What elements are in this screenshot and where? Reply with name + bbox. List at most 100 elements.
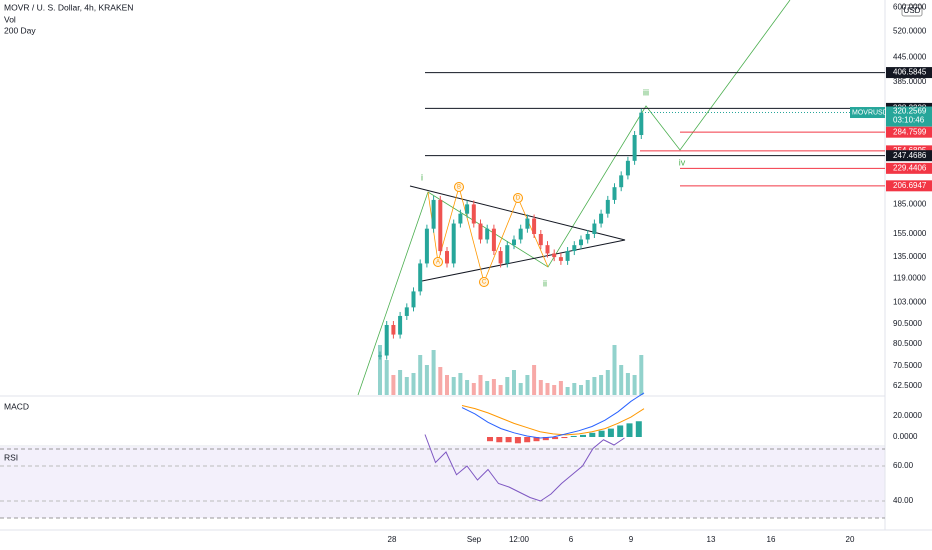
macd-histogram: [533, 437, 540, 442]
last-price-label: 320.2569: [893, 107, 927, 116]
candle: [579, 239, 583, 246]
time-label: 6: [569, 535, 574, 544]
candle: [592, 223, 597, 234]
macd-histogram: [626, 423, 633, 437]
volume-bar: [512, 370, 516, 395]
volume-bar: [592, 377, 597, 395]
candle: [404, 307, 409, 316]
candle: [612, 187, 617, 200]
volume-bar: [391, 375, 396, 395]
macd-tick-label: 20.0000: [893, 411, 922, 420]
price-tick-label: 520.0000: [893, 26, 927, 35]
volume-bar: [471, 383, 476, 395]
macd-histogram: [552, 437, 559, 440]
wave-label: C: [482, 280, 487, 286]
macd-histogram: [580, 434, 586, 437]
candle: [605, 199, 610, 214]
volume-bar: [465, 380, 470, 395]
candle: [572, 245, 577, 252]
candle: [478, 223, 483, 240]
candle: [438, 199, 443, 252]
volume-bar: [625, 373, 630, 395]
time-label: 12:00: [509, 535, 530, 544]
volume-bar: [585, 380, 590, 395]
macd-histogram: [505, 437, 512, 443]
price-level-box: [886, 180, 932, 192]
countdown: 03:10:46: [893, 116, 925, 125]
symbol-box: [850, 107, 885, 119]
wave-label: D: [516, 196, 521, 202]
price-level-box: [886, 162, 932, 174]
price-level-label: 406.5845: [893, 68, 927, 77]
price-level-label: 229.4406: [893, 163, 927, 172]
candle: [538, 234, 543, 246]
volume-bar: [418, 355, 423, 395]
volume-bar: [619, 365, 624, 395]
candle: [451, 223, 456, 264]
volume-bar: [558, 381, 563, 395]
candle: [525, 218, 530, 229]
price-tick-label: 155.0000: [893, 229, 927, 238]
indicator: 200 Day: [4, 25, 36, 35]
volume-bar: [458, 373, 463, 395]
rsi-background: [0, 447, 885, 518]
volume-bar: [572, 383, 577, 395]
macd-histogram: [589, 432, 596, 437]
wave-label: iii: [643, 87, 649, 97]
volume-bar: [451, 377, 456, 395]
volume-bar: [632, 375, 637, 395]
price-level-label: 284.7599: [893, 127, 927, 136]
price-tick-label: 600.0000: [893, 3, 927, 12]
candle: [639, 112, 644, 136]
volume-bar: [398, 370, 403, 395]
candle: [558, 257, 563, 261]
volume-bar: [599, 375, 604, 395]
wave-marker: [433, 257, 443, 267]
time-label: 20: [846, 535, 855, 544]
candle: [632, 135, 637, 161]
macd-histogram: [635, 421, 642, 437]
macd-histogram: [617, 425, 624, 437]
time-label: Sep: [467, 535, 482, 544]
macd-line: [461, 392, 645, 439]
currency[interactable]: USD: [904, 6, 921, 15]
price-tick-label: 62.5000: [893, 381, 922, 390]
candle: [465, 204, 470, 214]
rsi-tick-label: 60.00: [893, 461, 914, 470]
candle: [565, 251, 570, 261]
candle: [391, 325, 396, 335]
volume-bar: [579, 385, 583, 395]
candle: [505, 245, 510, 264]
time-label: 9: [629, 535, 634, 544]
candle: [485, 228, 490, 240]
macd-histogram: [561, 437, 568, 439]
symbol-label: MOVRUSD: [852, 109, 888, 116]
macd-histogram: [542, 437, 549, 441]
indicator: Vol: [4, 14, 16, 24]
candle: [458, 213, 463, 224]
volume-bar: [565, 387, 570, 395]
macd-tick-label: 0.0000: [893, 432, 918, 441]
macd-histogram: [524, 437, 531, 443]
candle: [512, 239, 516, 246]
volume-bar: [485, 381, 490, 395]
volume-bar: [552, 385, 557, 395]
pane-title: MACD: [4, 401, 29, 411]
price-level-box: [886, 126, 932, 138]
macd-histogram: [607, 428, 614, 437]
volume-bar: [612, 345, 617, 395]
candle: [532, 218, 537, 234]
candle: [518, 228, 523, 240]
price-level-box: [886, 150, 932, 162]
price-tick-label: 90.5000: [893, 319, 922, 328]
wave-line: [357, 0, 791, 396]
price-tick-label: 80.5000: [893, 339, 922, 348]
wave-marker: [454, 182, 464, 192]
volume-bar: [605, 370, 610, 395]
candle: [411, 291, 416, 308]
macd-histogram: [487, 437, 493, 442]
currency-button[interactable]: [901, 4, 923, 17]
volume-bar: [639, 355, 644, 395]
price-tick-label: 445.0000: [893, 53, 927, 62]
